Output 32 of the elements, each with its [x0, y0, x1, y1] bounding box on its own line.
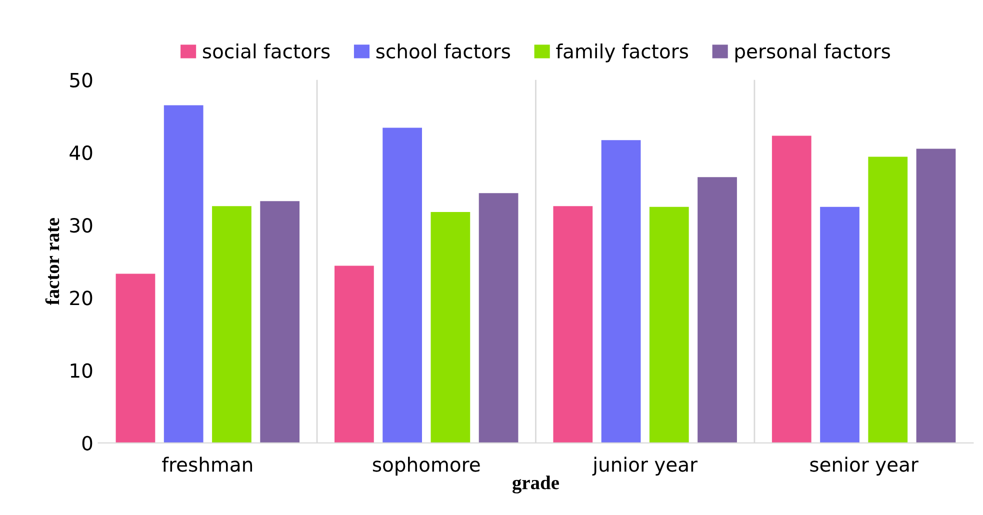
- bar: [772, 136, 812, 443]
- x-tick-label: freshman: [162, 456, 252, 472]
- legend-label: social factors: [202, 44, 330, 59]
- x-tick-label: sophomore: [372, 456, 480, 476]
- bar: [649, 206, 689, 443]
- bar: [478, 193, 518, 443]
- y-tick-label: 40: [70, 145, 92, 160]
- bar: [116, 274, 156, 443]
- bar: [916, 148, 956, 443]
- x-tick-label: junior year: [592, 456, 698, 476]
- y-tick-label: 0: [82, 436, 92, 451]
- legend-label: family factors: [556, 44, 688, 62]
- y-tick-label: 20: [70, 290, 92, 306]
- legend-label: personal factors: [735, 44, 890, 62]
- legend-label: school factors: [376, 44, 510, 59]
- x-axis-title: grade: [512, 476, 559, 494]
- x-tick-label: senior year: [810, 456, 918, 476]
- y-tick-label: 30: [70, 218, 92, 233]
- bar: [601, 140, 641, 443]
- bar: [553, 206, 593, 443]
- y-tick-label: 50: [70, 72, 92, 88]
- bar: [260, 201, 300, 443]
- bar: [334, 266, 374, 443]
- bar: [382, 128, 422, 443]
- bar: [698, 177, 737, 443]
- bar: [868, 156, 908, 443]
- y-tick-label: 10: [70, 363, 92, 378]
- bar: [164, 105, 204, 443]
- bar: [820, 206, 860, 443]
- bar: [212, 206, 252, 443]
- bar: [430, 212, 470, 443]
- y-axis-title: factor rate: [45, 218, 60, 306]
